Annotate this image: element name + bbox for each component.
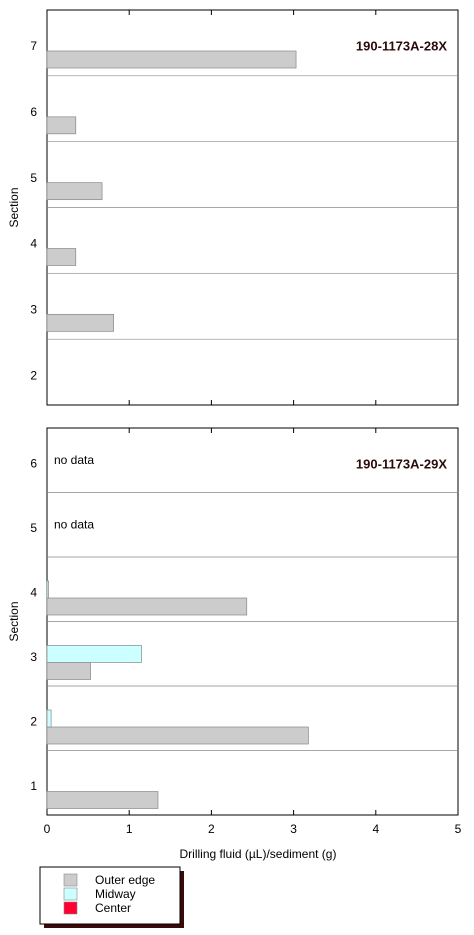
bar [46, 116, 77, 135]
y-axis-label: Section [7, 601, 21, 641]
bar [46, 662, 91, 680]
y-tick-label: 6 [30, 105, 37, 119]
x-tick-label: 1 [126, 822, 133, 836]
bar [46, 791, 159, 809]
y-tick-label: 6 [30, 456, 37, 470]
legend-label: Center [95, 901, 131, 915]
legend-label: Outer edge [95, 873, 155, 887]
legend-swatch [63, 901, 78, 915]
y-tick-label: 3 [30, 650, 37, 664]
legend-swatch [63, 887, 78, 901]
x-tick-label: 4 [372, 822, 379, 836]
bar [46, 709, 52, 728]
bar [46, 313, 114, 332]
x-tick-label: 2 [208, 822, 215, 836]
x-axis-label: Drilling fluid (µL)/sediment (g) [180, 847, 337, 861]
y-tick-label: 5 [30, 521, 37, 535]
legend-box [39, 866, 181, 925]
y-tick-label: 2 [30, 368, 37, 382]
bar [46, 248, 77, 266]
bar [46, 580, 49, 599]
annotation: no data [54, 518, 94, 532]
annotation: no data [54, 453, 94, 467]
bar [46, 597, 248, 616]
x-tick-label: 0 [44, 822, 51, 836]
legend-label: Midway [95, 887, 136, 901]
y-axis-label: Section [7, 187, 21, 227]
y-tick-label: 7 [30, 39, 37, 53]
y-tick-label: 4 [30, 237, 37, 251]
y-tick-label: 2 [30, 714, 37, 728]
y-tick-label: 3 [30, 302, 37, 316]
y-tick-label: 4 [30, 585, 37, 599]
bar [46, 645, 142, 663]
bar [46, 50, 297, 69]
bar [46, 182, 103, 201]
x-tick-label: 3 [290, 822, 297, 836]
legend-swatch [63, 873, 78, 887]
y-tick-label: 1 [30, 779, 37, 793]
bar [46, 726, 309, 745]
panel-title: 190-1173A-29X [356, 456, 447, 471]
x-tick-label: 5 [455, 822, 462, 836]
y-tick-label: 5 [30, 171, 37, 185]
panel-title: 190-1173A-28X [356, 38, 447, 53]
